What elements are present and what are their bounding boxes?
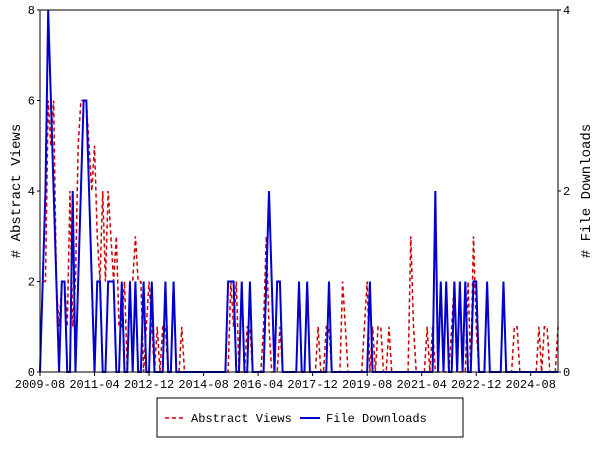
- x-tick-label: 2021-04: [396, 378, 446, 392]
- y-tick-label: 2: [28, 276, 35, 290]
- x-tick-label: 2011-04: [69, 378, 119, 392]
- legend-label: File Downloads: [326, 412, 427, 426]
- y-axis-label: # Abstract Views: [9, 124, 25, 258]
- y-tick-label: 0: [28, 366, 35, 380]
- y2-tick-label: 4: [563, 4, 570, 18]
- x-tick-label: 2009-08: [15, 378, 65, 392]
- y2-axis-label: # File Downloads: [579, 124, 595, 258]
- y2-tick-label: 2: [563, 185, 570, 199]
- plot-frame: [39, 9, 559, 373]
- legend-label: Abstract Views: [191, 412, 292, 426]
- y-tick-label: 8: [28, 4, 35, 18]
- x-tick-label: 2016-04: [233, 378, 283, 392]
- x-tick-label: 2019-08: [342, 378, 392, 392]
- y2-tick-label: 0: [563, 366, 570, 380]
- x-tick-label: 2024-08: [506, 378, 556, 392]
- y-tick-label: 4: [28, 185, 35, 199]
- x-tick-label: 2014-08: [178, 378, 228, 392]
- y-tick-label: 6: [28, 95, 35, 109]
- x-tick-label: 2022-12: [451, 378, 501, 392]
- x-tick-label: 2012-12: [124, 378, 174, 392]
- x-tick-label: 2017-12: [287, 378, 337, 392]
